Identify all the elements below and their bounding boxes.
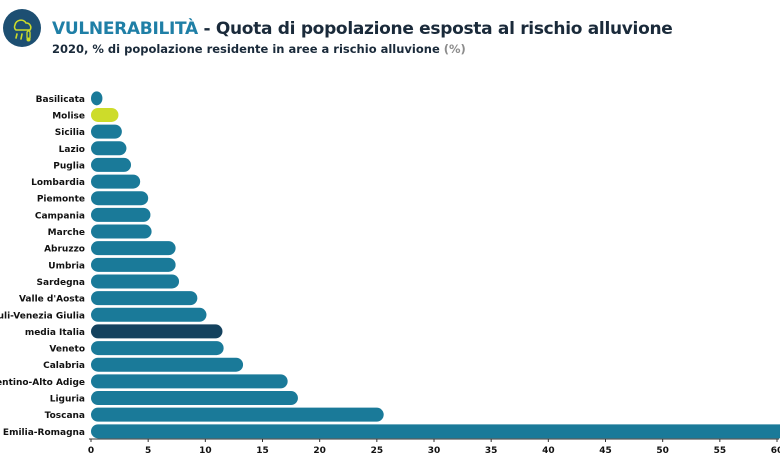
- x-tick-label: 30: [428, 446, 441, 456]
- category-label: Trentino-Alto Adige: [0, 378, 85, 388]
- chart-subtitle: 2020, % di popolazione residente in aree…: [52, 42, 466, 56]
- category-label: Friuli-Venezia Giulia: [0, 311, 85, 321]
- chart-title: VULNERABILITÀ - Quota di popolazione esp…: [52, 19, 673, 39]
- x-tick-label: 40: [542, 446, 555, 456]
- category-label: Marche: [48, 228, 85, 238]
- category-label: Lombardia: [31, 178, 85, 188]
- bar-sicilia: [91, 124, 122, 139]
- x-tick-label: 45: [599, 446, 612, 456]
- category-label: Valle d'Aosta: [19, 295, 85, 305]
- category-label: Campania: [35, 211, 85, 221]
- bar-friuli-venezia-giulia: [91, 307, 207, 322]
- category-label: Piemonte: [37, 195, 85, 205]
- category-label: Puglia: [53, 161, 85, 171]
- category-label: Sicilia: [55, 128, 85, 138]
- category-label: Molise: [52, 111, 85, 121]
- category-label: Basilicata: [36, 95, 85, 105]
- bar-puglia: [91, 157, 132, 172]
- category-label: Liguria: [50, 395, 85, 405]
- bar-abruzzo: [91, 241, 176, 256]
- bar-veneto: [91, 341, 224, 356]
- x-tick-label: 20: [313, 446, 326, 456]
- subtitle-main: 2020, % di popolazione residente in aree…: [52, 42, 440, 56]
- category-label: Umbria: [48, 261, 85, 271]
- logo-icon: [3, 9, 41, 47]
- x-tick-label: 50: [656, 446, 669, 456]
- category-label: Lazio: [59, 145, 85, 155]
- category-label: Veneto: [49, 345, 85, 355]
- bar-calabria: [91, 357, 244, 372]
- category-label: Sardegna: [37, 278, 85, 288]
- category-label: Toscana: [45, 411, 85, 421]
- x-tick-label: 60: [771, 446, 780, 456]
- x-tick-label: 35: [485, 446, 498, 456]
- bar-emilia-romagna: [91, 424, 780, 439]
- subtitle-unit: (%): [443, 42, 466, 56]
- category-label: Calabria: [43, 361, 85, 371]
- bar-molise: [91, 107, 119, 122]
- title-rest: - Quota di popolazione esposta al rischi…: [197, 19, 673, 39]
- x-tick-label: 0: [88, 446, 94, 456]
- bar-basilicata: [91, 91, 103, 106]
- x-tick-label: 25: [371, 446, 384, 456]
- x-tick-label: 10: [199, 446, 212, 456]
- bar-piemonte: [91, 191, 149, 206]
- bar-lazio: [91, 141, 127, 156]
- bar-toscana: [91, 407, 384, 422]
- x-tick-label: 55: [714, 446, 727, 456]
- bar-lombardia: [91, 174, 141, 189]
- category-label: media Italia: [25, 328, 85, 338]
- category-label: Abruzzo: [44, 245, 85, 255]
- category-label: Emilia-Romagna: [3, 428, 85, 438]
- x-tick-label: 5: [145, 446, 151, 456]
- bar-marche: [91, 224, 152, 239]
- title-accent: VULNERABILITÀ: [52, 19, 198, 39]
- bar-campania: [91, 207, 151, 222]
- bar-valle-d-aosta: [91, 291, 198, 306]
- bar-liguria: [91, 391, 298, 406]
- bar-trentino-alto-adige: [91, 374, 288, 389]
- bar-sardegna: [91, 274, 180, 289]
- x-tick-label: 15: [256, 446, 269, 456]
- bar-umbria: [91, 257, 176, 272]
- bar-media-italia: [91, 324, 223, 339]
